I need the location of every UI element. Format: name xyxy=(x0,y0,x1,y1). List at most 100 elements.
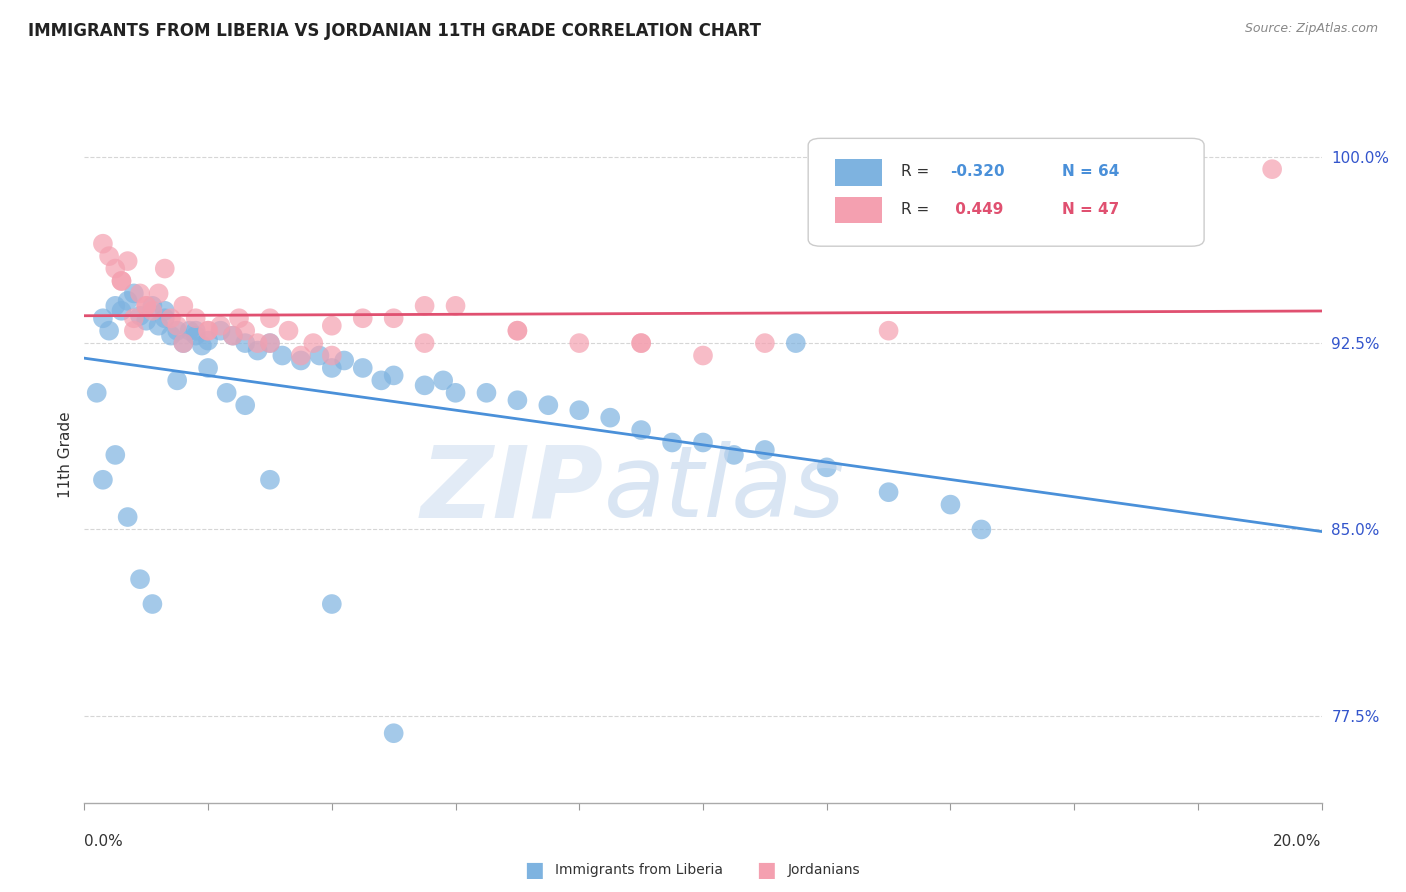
Point xyxy=(179,324,201,338)
Point xyxy=(197,334,219,348)
Point xyxy=(630,336,652,351)
Point xyxy=(141,299,163,313)
Point xyxy=(117,510,139,524)
Point xyxy=(233,336,256,351)
Point xyxy=(277,324,299,338)
Point xyxy=(91,311,114,326)
Text: IMMIGRANTS FROM LIBERIA VS JORDANIAN 11TH GRADE CORRELATION CHART: IMMIGRANTS FROM LIBERIA VS JORDANIAN 11T… xyxy=(28,22,761,40)
Point xyxy=(413,336,436,351)
Text: ■: ■ xyxy=(524,860,544,880)
Point xyxy=(568,403,591,417)
Point xyxy=(333,353,356,368)
Text: Source: ZipAtlas.com: Source: ZipAtlas.com xyxy=(1244,22,1378,36)
Point xyxy=(877,485,900,500)
Point xyxy=(432,373,454,387)
Y-axis label: 11th Grade: 11th Grade xyxy=(58,411,73,499)
Point xyxy=(321,361,343,376)
Point xyxy=(302,336,325,351)
Point xyxy=(197,324,219,338)
Text: 0.449: 0.449 xyxy=(950,202,1004,217)
Point xyxy=(129,309,152,323)
Point xyxy=(815,460,838,475)
Text: 20.0%: 20.0% xyxy=(1274,834,1322,849)
Point xyxy=(259,336,281,351)
Point xyxy=(172,336,194,351)
Point xyxy=(110,274,132,288)
Point xyxy=(191,338,214,352)
Point xyxy=(153,303,176,318)
Point xyxy=(568,336,591,351)
Point xyxy=(160,311,183,326)
Point xyxy=(104,261,127,276)
Point xyxy=(444,385,467,400)
Text: -0.320: -0.320 xyxy=(950,164,1005,179)
FancyBboxPatch shape xyxy=(835,197,883,223)
Text: N = 47: N = 47 xyxy=(1062,202,1119,217)
Point xyxy=(271,349,294,363)
Point xyxy=(233,398,256,412)
Point xyxy=(153,261,176,276)
Point xyxy=(352,361,374,376)
Point xyxy=(382,311,405,326)
Point xyxy=(382,368,405,383)
Point xyxy=(148,318,170,333)
Point xyxy=(352,311,374,326)
Point xyxy=(308,349,330,363)
Point xyxy=(222,328,245,343)
FancyBboxPatch shape xyxy=(808,138,1204,246)
Point xyxy=(135,299,157,313)
Point xyxy=(692,435,714,450)
Point xyxy=(135,314,157,328)
Point xyxy=(166,373,188,387)
Point xyxy=(184,311,207,326)
Point xyxy=(370,373,392,387)
Point xyxy=(661,435,683,450)
Point xyxy=(215,385,238,400)
Point xyxy=(382,726,405,740)
Point xyxy=(506,393,529,408)
Text: R =: R = xyxy=(901,164,934,179)
Point xyxy=(259,473,281,487)
Text: atlas: atlas xyxy=(605,442,845,538)
Point xyxy=(129,286,152,301)
Point xyxy=(692,349,714,363)
Point xyxy=(166,324,188,338)
Point xyxy=(172,336,194,351)
Point xyxy=(184,328,207,343)
Point xyxy=(91,473,114,487)
Point xyxy=(877,324,900,338)
Point xyxy=(630,423,652,437)
Point xyxy=(141,597,163,611)
Point xyxy=(197,361,219,376)
Point xyxy=(104,448,127,462)
Point xyxy=(537,398,560,412)
Point xyxy=(141,303,163,318)
Text: Jordanians: Jordanians xyxy=(787,863,860,877)
Point xyxy=(321,318,343,333)
Point xyxy=(754,442,776,457)
Point xyxy=(98,249,121,263)
Point xyxy=(246,336,269,351)
Point xyxy=(222,328,245,343)
Point xyxy=(630,336,652,351)
Point xyxy=(321,597,343,611)
Point xyxy=(172,299,194,313)
Text: ZIP: ZIP xyxy=(420,442,605,538)
FancyBboxPatch shape xyxy=(835,159,883,186)
Point xyxy=(475,385,498,400)
Point xyxy=(233,324,256,338)
Point xyxy=(117,254,139,268)
Point xyxy=(970,523,993,537)
Point xyxy=(160,328,183,343)
Point xyxy=(197,324,219,338)
Point xyxy=(599,410,621,425)
Point xyxy=(290,353,312,368)
Point xyxy=(506,324,529,338)
Point xyxy=(939,498,962,512)
Point xyxy=(290,349,312,363)
Point xyxy=(785,336,807,351)
Point xyxy=(506,324,529,338)
Point xyxy=(184,324,207,338)
Point xyxy=(104,299,127,313)
Point xyxy=(135,299,157,313)
